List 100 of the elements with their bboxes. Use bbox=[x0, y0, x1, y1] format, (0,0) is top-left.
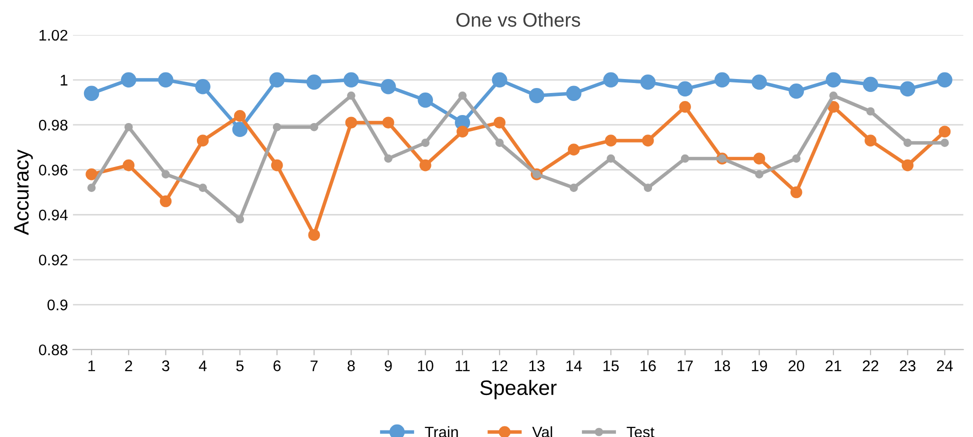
point bbox=[864, 134, 876, 146]
point bbox=[234, 110, 246, 122]
point bbox=[603, 72, 618, 88]
point bbox=[345, 116, 358, 129]
point bbox=[306, 74, 322, 90]
point bbox=[495, 138, 504, 148]
point bbox=[384, 154, 392, 163]
point bbox=[680, 154, 690, 163]
point bbox=[120, 72, 136, 88]
point bbox=[382, 116, 394, 129]
point bbox=[269, 72, 285, 88]
point bbox=[419, 159, 432, 172]
point bbox=[866, 107, 875, 116]
point bbox=[570, 184, 578, 192]
point bbox=[862, 76, 878, 92]
point bbox=[492, 72, 508, 88]
y-axis-title: Accuracy bbox=[14, 149, 33, 236]
point bbox=[196, 134, 209, 146]
x-tick-label: 6 bbox=[274, 360, 281, 372]
x-tick-label: 23 bbox=[900, 360, 916, 372]
point bbox=[900, 81, 916, 97]
point bbox=[347, 91, 356, 100]
point bbox=[677, 81, 693, 97]
point bbox=[198, 184, 207, 192]
point bbox=[752, 74, 767, 90]
x-tick-label: 18 bbox=[714, 360, 730, 372]
x-tick-label: 9 bbox=[384, 360, 392, 372]
x-tick-label: 3 bbox=[162, 360, 170, 372]
point bbox=[902, 159, 914, 172]
x-tick-label: 5 bbox=[236, 360, 244, 372]
x-tick-label: 11 bbox=[456, 360, 470, 372]
point bbox=[940, 138, 949, 148]
point bbox=[458, 91, 467, 100]
point bbox=[788, 84, 804, 99]
point bbox=[644, 184, 652, 192]
x-tick-label: 2 bbox=[125, 360, 132, 372]
point bbox=[232, 122, 248, 137]
x-tick-label: 7 bbox=[310, 360, 318, 372]
point bbox=[606, 154, 616, 163]
x-tick-label: 10 bbox=[418, 360, 434, 372]
point bbox=[271, 159, 283, 172]
point bbox=[344, 72, 359, 88]
point bbox=[568, 144, 580, 156]
legend-label: Train bbox=[424, 426, 458, 437]
y-tick-label: 0.98 bbox=[38, 120, 68, 131]
y-tick-label: 0.88 bbox=[38, 344, 68, 356]
point bbox=[456, 126, 468, 138]
x-tick-label: 12 bbox=[492, 360, 508, 372]
point bbox=[158, 72, 174, 88]
point bbox=[755, 170, 764, 178]
point bbox=[122, 159, 135, 172]
point bbox=[937, 72, 952, 88]
x-tick-label: 24 bbox=[936, 360, 953, 372]
point bbox=[938, 126, 951, 138]
legend-label: Test bbox=[626, 426, 654, 437]
point bbox=[418, 92, 434, 108]
point bbox=[494, 116, 506, 129]
y-tick-label: 0.92 bbox=[38, 254, 68, 266]
y-tick-label: 1 bbox=[60, 74, 68, 86]
point bbox=[828, 100, 840, 113]
y-tick-label: 0.96 bbox=[38, 164, 68, 176]
point bbox=[87, 184, 96, 192]
point bbox=[272, 122, 282, 132]
x-tick-label: 4 bbox=[198, 360, 207, 372]
x-axis-title: Speaker bbox=[480, 380, 557, 400]
point bbox=[310, 122, 318, 132]
x-tick-label: 8 bbox=[348, 360, 355, 372]
x-tick-label: 17 bbox=[678, 360, 693, 372]
point bbox=[642, 134, 654, 146]
legend-label: Val bbox=[532, 426, 552, 437]
y-tick-label: 1.02 bbox=[40, 30, 68, 41]
point bbox=[566, 86, 582, 102]
x-tick-label: 20 bbox=[788, 360, 804, 372]
point bbox=[679, 100, 691, 113]
point bbox=[236, 215, 244, 224]
point bbox=[308, 229, 320, 241]
x-tick-label: 14 bbox=[566, 360, 582, 372]
x-tick-label: 13 bbox=[529, 360, 544, 372]
point bbox=[792, 154, 801, 163]
x-tick-label: 21 bbox=[826, 360, 842, 372]
point bbox=[86, 168, 98, 180]
point bbox=[826, 72, 842, 88]
y-tick-label: 0.9 bbox=[47, 300, 68, 310]
point bbox=[195, 79, 210, 94]
point bbox=[714, 72, 730, 88]
point bbox=[124, 122, 133, 132]
x-tick-label: 15 bbox=[604, 360, 619, 372]
point bbox=[380, 79, 396, 94]
point bbox=[640, 74, 656, 90]
x-tick-label: 19 bbox=[752, 360, 768, 372]
point bbox=[84, 86, 100, 102]
point bbox=[604, 134, 617, 146]
point bbox=[829, 91, 838, 100]
chart-title: One vs Others bbox=[456, 12, 580, 27]
point bbox=[753, 152, 766, 164]
x-tick-label: 1 bbox=[88, 360, 96, 372]
point bbox=[529, 88, 544, 104]
point bbox=[421, 138, 430, 148]
y-tick-label: 0.94 bbox=[38, 210, 68, 220]
point bbox=[903, 138, 912, 148]
